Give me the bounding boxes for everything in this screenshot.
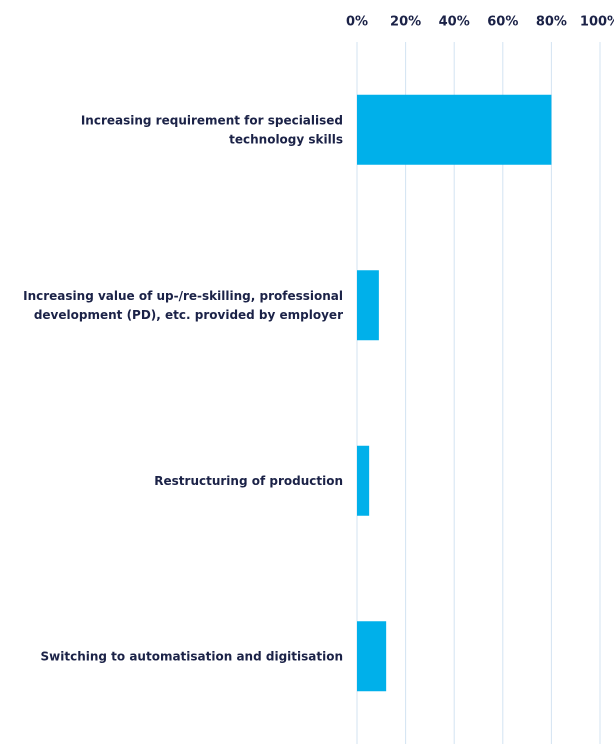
y-tick-label: Increasing requirement for specialised te… (81, 113, 343, 146)
y-tick-label: Switching to automatisation and digitisa… (41, 649, 343, 663)
bar (357, 621, 387, 692)
x-tick-label: 80% (536, 15, 567, 30)
y-tick-label: Increasing value of up-/re-skilling, pro… (23, 288, 343, 321)
bar (357, 445, 370, 516)
y-tick-label: Restructuring of production (154, 473, 343, 487)
x-tick-label: 100% (580, 15, 614, 30)
x-tick-label: 0% (346, 15, 368, 30)
x-tick-label: 40% (439, 15, 470, 30)
bar (357, 94, 552, 165)
x-tick-label: 60% (487, 15, 518, 30)
bar (357, 270, 379, 341)
x-tick-label: 20% (390, 15, 421, 30)
